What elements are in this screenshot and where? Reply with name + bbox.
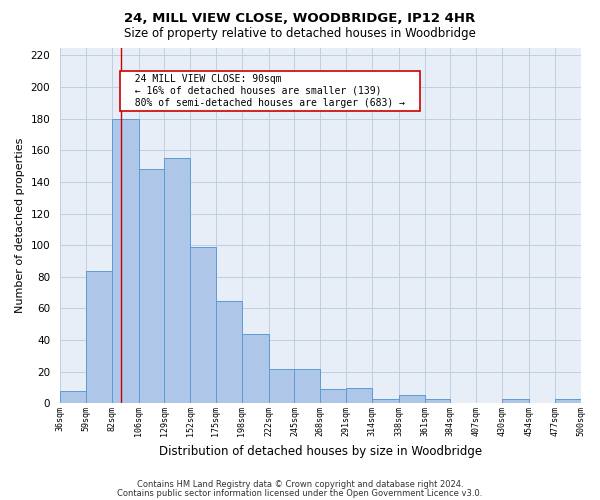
Bar [242,334,269,404]
Bar [269,368,295,404]
Bar [60,390,86,404]
Text: 24, MILL VIEW CLOSE, WOODBRIDGE, IP12 4HR: 24, MILL VIEW CLOSE, WOODBRIDGE, IP12 4H… [124,12,476,26]
X-axis label: Distribution of detached houses by size in Woodbridge: Distribution of detached houses by size … [159,444,482,458]
Bar [372,398,399,404]
Bar [555,398,581,404]
Bar [139,170,164,404]
Y-axis label: Number of detached properties: Number of detached properties [15,138,25,313]
Bar [399,396,425,404]
Bar [190,247,216,404]
Bar [112,118,139,404]
Bar [164,158,190,404]
Bar [86,270,112,404]
Bar [295,368,320,404]
Bar [216,300,242,404]
Bar [320,389,346,404]
Text: 24 MILL VIEW CLOSE: 90sqm  
  ← 16% of detached houses are smaller (139)  
  80%: 24 MILL VIEW CLOSE: 90sqm ← 16% of detac… [123,74,416,108]
Bar [346,388,372,404]
Text: Size of property relative to detached houses in Woodbridge: Size of property relative to detached ho… [124,28,476,40]
Text: Contains public sector information licensed under the Open Government Licence v3: Contains public sector information licen… [118,488,482,498]
Bar [502,398,529,404]
Bar [425,398,451,404]
Text: Contains HM Land Registry data © Crown copyright and database right 2024.: Contains HM Land Registry data © Crown c… [137,480,463,489]
